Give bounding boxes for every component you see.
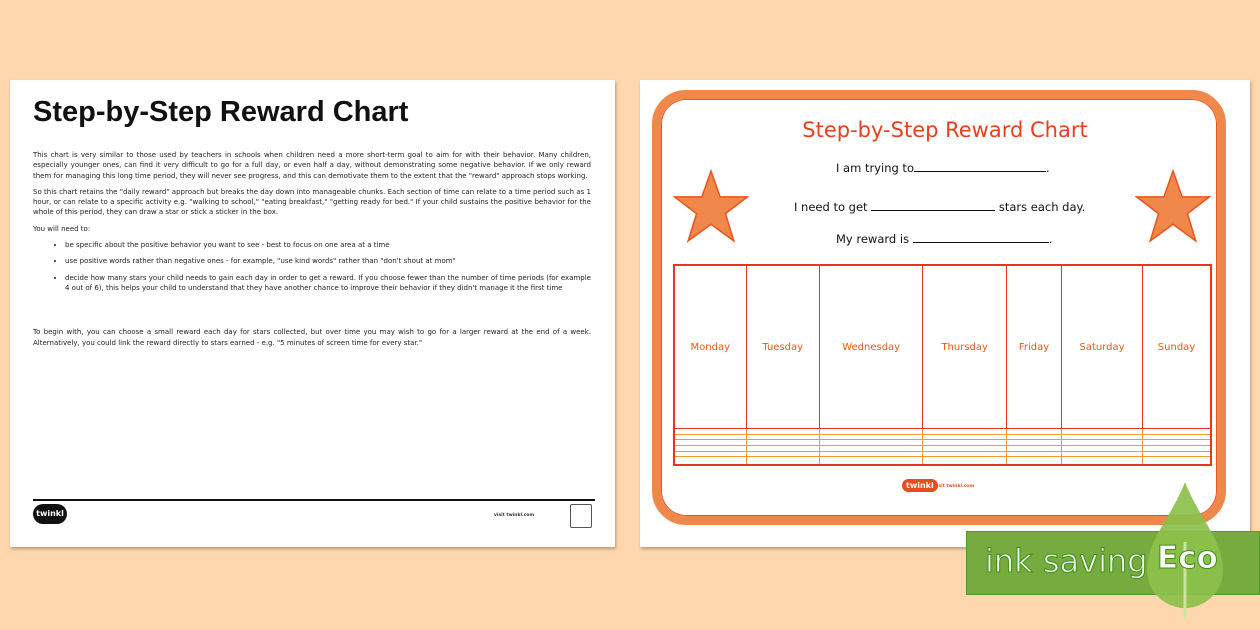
page-title: Step-by-Step Reward Chart bbox=[33, 96, 409, 128]
orange-frame bbox=[652, 90, 1226, 525]
star-cell bbox=[818, 433, 924, 441]
day-header: Wednesday bbox=[818, 264, 924, 430]
star-cell bbox=[922, 456, 1007, 466]
star-cell bbox=[745, 428, 820, 435]
chart-title: Step-by-Step Reward Chart bbox=[802, 118, 1088, 142]
star-icon bbox=[1135, 168, 1211, 243]
blank-field bbox=[912, 232, 1049, 243]
star-cell bbox=[1142, 456, 1212, 466]
quality-badge-icon bbox=[570, 504, 592, 528]
list-item: be specific about the positive behavior … bbox=[65, 240, 591, 250]
star-cell bbox=[745, 439, 820, 446]
star-cell bbox=[818, 428, 924, 435]
twinkl-logo: twinkl bbox=[902, 479, 938, 492]
star-icon bbox=[673, 168, 749, 243]
bullet-list: be specific about the positive behavior … bbox=[33, 240, 591, 293]
list-item: use positive words rather than negative … bbox=[65, 256, 591, 266]
label: I need to get bbox=[794, 200, 868, 214]
star-cell bbox=[1005, 445, 1063, 452]
star-cell bbox=[1142, 445, 1212, 452]
footer-url: visit twinkl.com bbox=[934, 484, 975, 489]
star-cell bbox=[1005, 439, 1063, 446]
reward-grid: Monday Tuesday Wednesday Thursday Friday… bbox=[673, 264, 1212, 466]
star-cell bbox=[818, 445, 924, 452]
star-cell bbox=[1005, 428, 1063, 435]
day-header: Sunday bbox=[1142, 264, 1212, 430]
blank-field bbox=[871, 200, 996, 211]
twinkl-logo: twinkl bbox=[33, 504, 67, 524]
list-item: decide how many stars your child needs t… bbox=[65, 273, 591, 294]
star-cell bbox=[1142, 439, 1212, 446]
footer-url: visit twinkl.com bbox=[494, 513, 535, 518]
star-cell bbox=[1142, 428, 1212, 435]
star-cell bbox=[1005, 456, 1063, 466]
paragraph: So this chart retains the "daily reward"… bbox=[33, 187, 591, 217]
leaf-drop-icon bbox=[1147, 482, 1223, 618]
label: I am trying to bbox=[836, 161, 914, 175]
day-header: Saturday bbox=[1060, 264, 1144, 430]
body-text: This chart is very similar to those used… bbox=[33, 150, 591, 354]
day-header: Tuesday bbox=[745, 264, 820, 430]
paragraph: This chart is very similar to those used… bbox=[33, 151, 591, 180]
chart-page: Step-by-Step Reward Chart I am trying to… bbox=[640, 80, 1250, 547]
eco-label: Eco bbox=[1157, 540, 1219, 577]
star-cell bbox=[818, 456, 924, 466]
day-header-row: Monday Tuesday Wednesday Thursday Friday… bbox=[673, 264, 1212, 430]
info-page: Step-by-Step Reward Chart This chart is … bbox=[10, 80, 615, 547]
star-cell bbox=[818, 439, 924, 446]
label: My reward is bbox=[836, 232, 910, 246]
blank-field bbox=[913, 161, 1046, 172]
star-cell bbox=[1060, 456, 1144, 466]
stars-line: I need to get stars each day. bbox=[794, 200, 1085, 214]
table-row bbox=[673, 456, 1212, 466]
ink-saving-label: ink saving bbox=[985, 542, 1149, 581]
day-header: Monday bbox=[673, 264, 747, 430]
star-cell bbox=[1005, 433, 1063, 441]
day-header: Friday bbox=[1005, 264, 1063, 430]
label: stars each day. bbox=[998, 200, 1086, 214]
table-row bbox=[673, 433, 1212, 441]
trying-line: I am trying to. bbox=[836, 161, 1050, 175]
star-cell bbox=[1142, 433, 1212, 441]
star-cell bbox=[745, 445, 820, 452]
footer-divider bbox=[33, 499, 595, 501]
closing-paragraph: To begin with, you can choose a small re… bbox=[33, 328, 591, 347]
star-cell bbox=[673, 456, 747, 466]
reward-line: My reward is . bbox=[836, 232, 1053, 246]
day-header: Thursday bbox=[922, 264, 1007, 430]
star-cell bbox=[745, 433, 820, 441]
table-row bbox=[673, 439, 1212, 446]
table-row bbox=[673, 445, 1212, 452]
paragraph: You will need to: bbox=[33, 224, 91, 233]
star-cell bbox=[745, 456, 820, 466]
table-row bbox=[673, 428, 1212, 435]
